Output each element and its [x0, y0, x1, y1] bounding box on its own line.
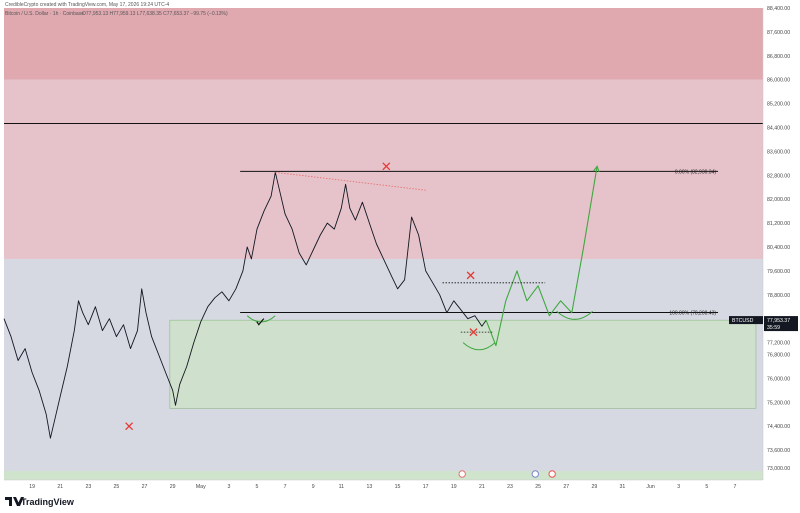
level-label-1: 0.00% (82,930.34) — [675, 169, 716, 175]
y-tick-label: 82,800.00 — [767, 173, 790, 179]
x-tick-label: 15 — [395, 484, 401, 490]
y-tick-label: 76,000.00 — [767, 376, 790, 382]
series-layer — [3, 165, 600, 439]
price-tag-value: 77,953.37 — [767, 318, 790, 324]
x-tick-label: 5 — [256, 484, 259, 490]
brand-name: TradingView — [21, 497, 75, 507]
price-tag-time: 35:59 — [767, 325, 780, 331]
x-tick-label: May — [196, 484, 206, 490]
y-tick-label: 77,200.00 — [767, 341, 790, 347]
x-tick-label: 17 — [423, 484, 429, 490]
tradingview-logo: TradingView — [5, 497, 75, 507]
ohlc-readout: O77,953.13 H77,959.13 L77,638.35 C77,653… — [82, 11, 228, 17]
x-tick-label: 9 — [312, 484, 315, 490]
zones-layer — [4, 8, 763, 480]
x-tick-label: 19 — [451, 484, 457, 490]
dotted-trendline — [275, 171, 426, 191]
y-tick-label: 76,800.00 — [767, 353, 790, 359]
cross-mark-3 — [125, 422, 134, 431]
annotations-layer — [125, 162, 593, 431]
support-arc-2 — [556, 310, 593, 320]
tradingview-logo-icon — [5, 497, 24, 506]
x-tick-label: 19 — [29, 484, 35, 490]
bottom-band — [4, 471, 763, 480]
level-label-2: 100.00% (78,208.43) — [669, 310, 716, 316]
y-tick-label: 81,200.00 — [767, 221, 790, 227]
x-tick-label: 21 — [57, 484, 63, 490]
y-tick-label: 74,400.00 — [767, 424, 790, 430]
zone-support — [169, 319, 757, 409]
x-tick-label: 3 — [677, 484, 680, 490]
y-tick-label: 86,000.00 — [767, 78, 790, 84]
x-tick-label: Jun — [646, 484, 654, 490]
y-tick-label: 83,600.00 — [767, 149, 790, 155]
x-tick-label: 29 — [170, 484, 176, 490]
x-axis-bg — [0, 480, 800, 492]
x-tick-label: 25 — [535, 484, 541, 490]
x-tick-label: 13 — [367, 484, 373, 490]
projection-arrowhead — [593, 165, 600, 173]
x-tick-label: 23 — [85, 484, 91, 490]
event-icon-1 — [531, 470, 539, 478]
symbol-line: Bitcoin / U.S. Dollar · 1h · Coinbase — [5, 11, 84, 17]
x-tick-label: 27 — [142, 484, 148, 490]
y-tick-label: 80,400.00 — [767, 245, 790, 251]
x-tick-label: 11 — [339, 484, 344, 490]
support-arc-1 — [462, 342, 496, 351]
event-icon-2 — [548, 470, 556, 478]
y-tick-label: 84,400.00 — [767, 125, 790, 131]
price-tag-bg — [764, 316, 798, 332]
x-tick-label: 21 — [479, 484, 485, 490]
y-tick-label: 73,600.00 — [767, 448, 790, 454]
x-tick-label: 29 — [591, 484, 597, 490]
levels-layer: 84,532.880.00% (82,930.34)100.00% (78,20… — [4, 119, 800, 316]
y-tick-label: 88,400.00 — [767, 6, 790, 12]
y-tick-label: 85,200.00 — [767, 102, 790, 108]
x-tick-label: 25 — [114, 484, 120, 490]
zone-resistance-upper — [4, 8, 763, 80]
x-tick-label: 27 — [563, 484, 569, 490]
x-tick-label: 7 — [733, 484, 736, 490]
x-tick-label: 31 — [620, 484, 626, 490]
cross-mark-1 — [466, 271, 475, 280]
projection-line — [485, 166, 598, 347]
x-tick-label: 23 — [507, 484, 513, 490]
y-tick-label: 86,800.00 — [767, 54, 790, 60]
check-mark-4 — [256, 318, 265, 326]
x-tick-label: 5 — [705, 484, 708, 490]
price-tag-symbol: BTCUSD — [732, 318, 754, 324]
y-tick-label: 87,600.00 — [767, 30, 790, 36]
price-line — [3, 171, 487, 439]
price-tag-symbol-bg — [729, 316, 763, 325]
y-tick-label: 75,200.00 — [767, 400, 790, 406]
y-tick-label: 73,000.00 — [767, 466, 790, 472]
y-tick-label: 82,000.00 — [767, 197, 790, 203]
y-tick-label: 78,800.00 — [767, 293, 790, 299]
axis-layer: 73,000.00 73,600.00 74,400.00 75,200.00 76,0… — [0, 6, 800, 492]
y-tick-label: 79,600.00 — [767, 269, 790, 275]
credit-text: CredibleCrypto created with TradingView.… — [5, 2, 169, 8]
cross-mark-0 — [382, 162, 391, 171]
y-axis-bg — [763, 8, 800, 480]
x-tick-label: 7 — [284, 484, 287, 490]
x-tick-label: 3 — [227, 484, 230, 490]
cross-mark-2 — [469, 328, 478, 337]
event-icon-0 — [458, 470, 466, 478]
